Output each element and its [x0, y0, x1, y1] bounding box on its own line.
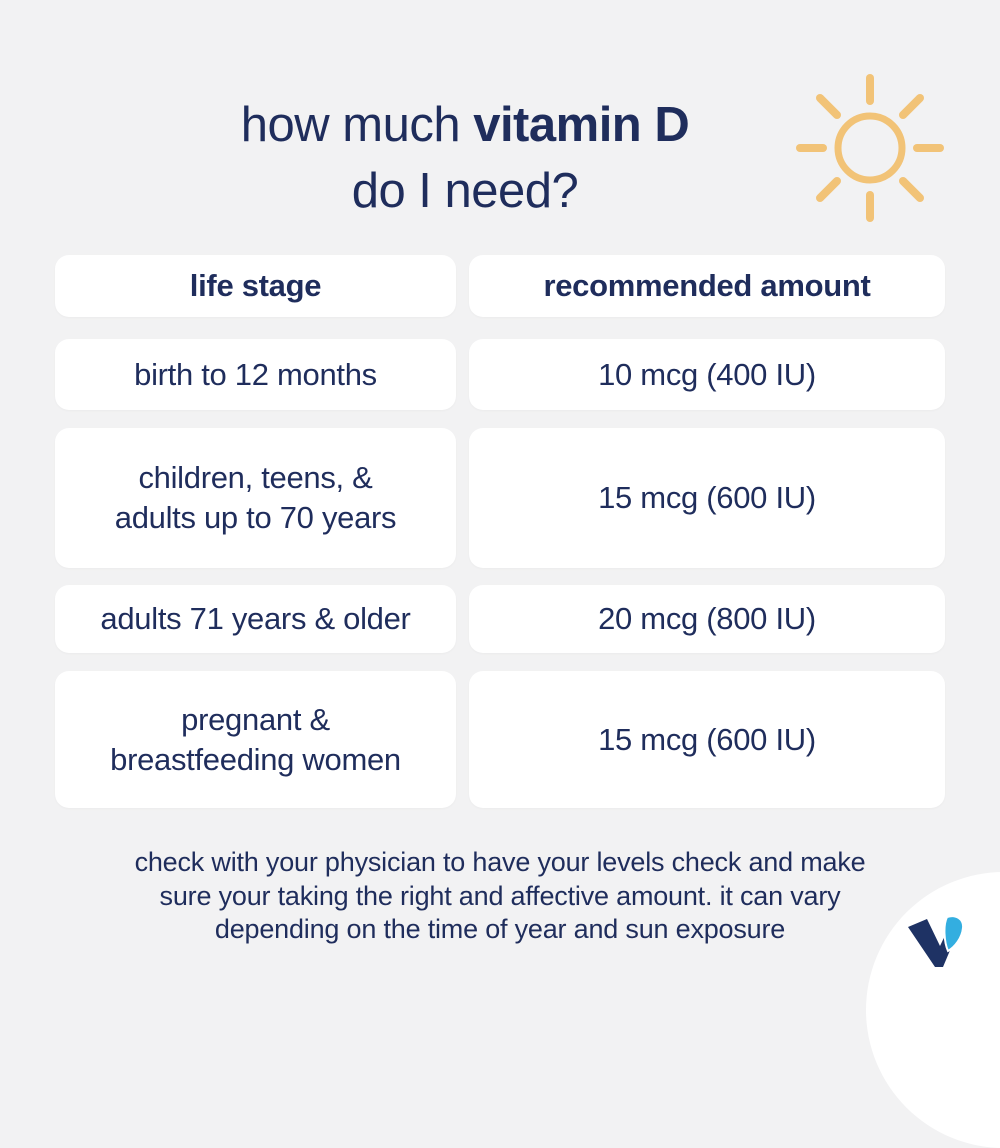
- life-stage-cell: birth to 12 months: [55, 339, 456, 410]
- vitamin-d-table: life stage recommended amount birth to 1…: [55, 255, 945, 808]
- sun-icon: [796, 74, 944, 222]
- column-header-life-stage: life stage: [55, 255, 456, 317]
- title-line-1: how much vitamin D: [0, 92, 930, 158]
- life-stage-cell: children, teens, & adults up to 70 years: [55, 428, 456, 568]
- table-row: birth to 12 months 10 mcg (400 IU): [55, 339, 945, 410]
- amount-cell: 20 mcg (800 IU): [469, 585, 945, 653]
- title-line-2: do I need?: [351, 164, 579, 218]
- amount-cell: 15 mcg (600 IU): [469, 671, 945, 808]
- amount-cell: 15 mcg (600 IU): [469, 428, 945, 568]
- life-stage-cell: pregnant & breastfeeding women: [55, 671, 456, 808]
- physician-note: check with your physician to have your l…: [134, 847, 866, 944]
- amount-cell: 10 mcg (400 IU): [469, 339, 945, 410]
- table-header-row: life stage recommended amount: [55, 255, 945, 317]
- table-row: pregnant & breastfeeding women 15 mcg (6…: [55, 671, 945, 808]
- column-header-recommended-amount: recommended amount: [469, 255, 945, 317]
- table-row: children, teens, & adults up to 70 years…: [55, 428, 945, 568]
- v-logo-icon: [908, 915, 965, 967]
- life-stage-cell: adults 71 years & older: [55, 585, 456, 653]
- page-title: how much vitamin D do I need?: [0, 92, 930, 224]
- title-line1-prefix: how much: [240, 98, 474, 152]
- table-row: adults 71 years & older 20 mcg (800 IU): [55, 585, 945, 653]
- title-line1-bold: vitamin D: [473, 98, 690, 152]
